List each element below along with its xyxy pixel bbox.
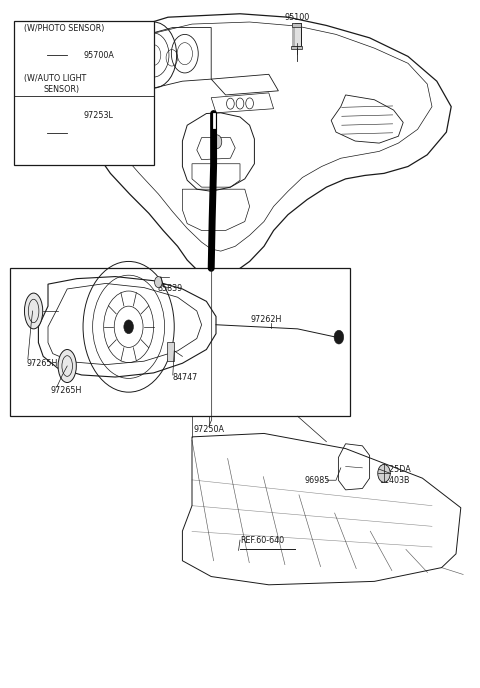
Bar xyxy=(292,23,301,46)
Bar xyxy=(36,120,39,147)
Text: 95700A: 95700A xyxy=(84,50,115,60)
Bar xyxy=(167,342,174,361)
Text: REF.60-640: REF.60-640 xyxy=(240,535,284,545)
Text: 95100: 95100 xyxy=(284,13,309,23)
Circle shape xyxy=(155,277,162,288)
Text: 97265H: 97265H xyxy=(26,358,58,368)
Bar xyxy=(14,21,154,165)
Circle shape xyxy=(212,135,222,149)
Text: 97253L: 97253L xyxy=(84,111,114,120)
Circle shape xyxy=(378,464,390,482)
Ellipse shape xyxy=(24,293,43,329)
Text: 11403B: 11403B xyxy=(379,475,410,485)
Circle shape xyxy=(124,320,133,334)
Text: 97262H: 97262H xyxy=(251,315,282,325)
Bar xyxy=(292,23,301,27)
Text: (W/PHOTO SENSOR): (W/PHOTO SENSOR) xyxy=(24,24,104,34)
Ellipse shape xyxy=(58,350,76,383)
Text: 1125DA: 1125DA xyxy=(379,464,411,474)
Bar xyxy=(292,23,295,46)
Text: 84747: 84747 xyxy=(173,372,198,382)
Bar xyxy=(36,42,46,47)
Text: 96985: 96985 xyxy=(305,475,330,485)
Bar xyxy=(36,42,39,68)
Bar xyxy=(291,46,302,49)
Text: 97250A: 97250A xyxy=(193,424,224,434)
Bar xyxy=(36,120,46,125)
Text: (W/AUTO LIGHT: (W/AUTO LIGHT xyxy=(24,74,86,83)
Bar xyxy=(36,42,46,68)
Text: 97265H: 97265H xyxy=(50,386,82,396)
Bar xyxy=(35,147,47,149)
Bar xyxy=(10,268,350,416)
Text: SENSOR): SENSOR) xyxy=(43,85,79,94)
Text: 85839: 85839 xyxy=(158,284,183,294)
Bar xyxy=(35,68,47,72)
Circle shape xyxy=(334,330,344,344)
Bar xyxy=(36,120,46,147)
